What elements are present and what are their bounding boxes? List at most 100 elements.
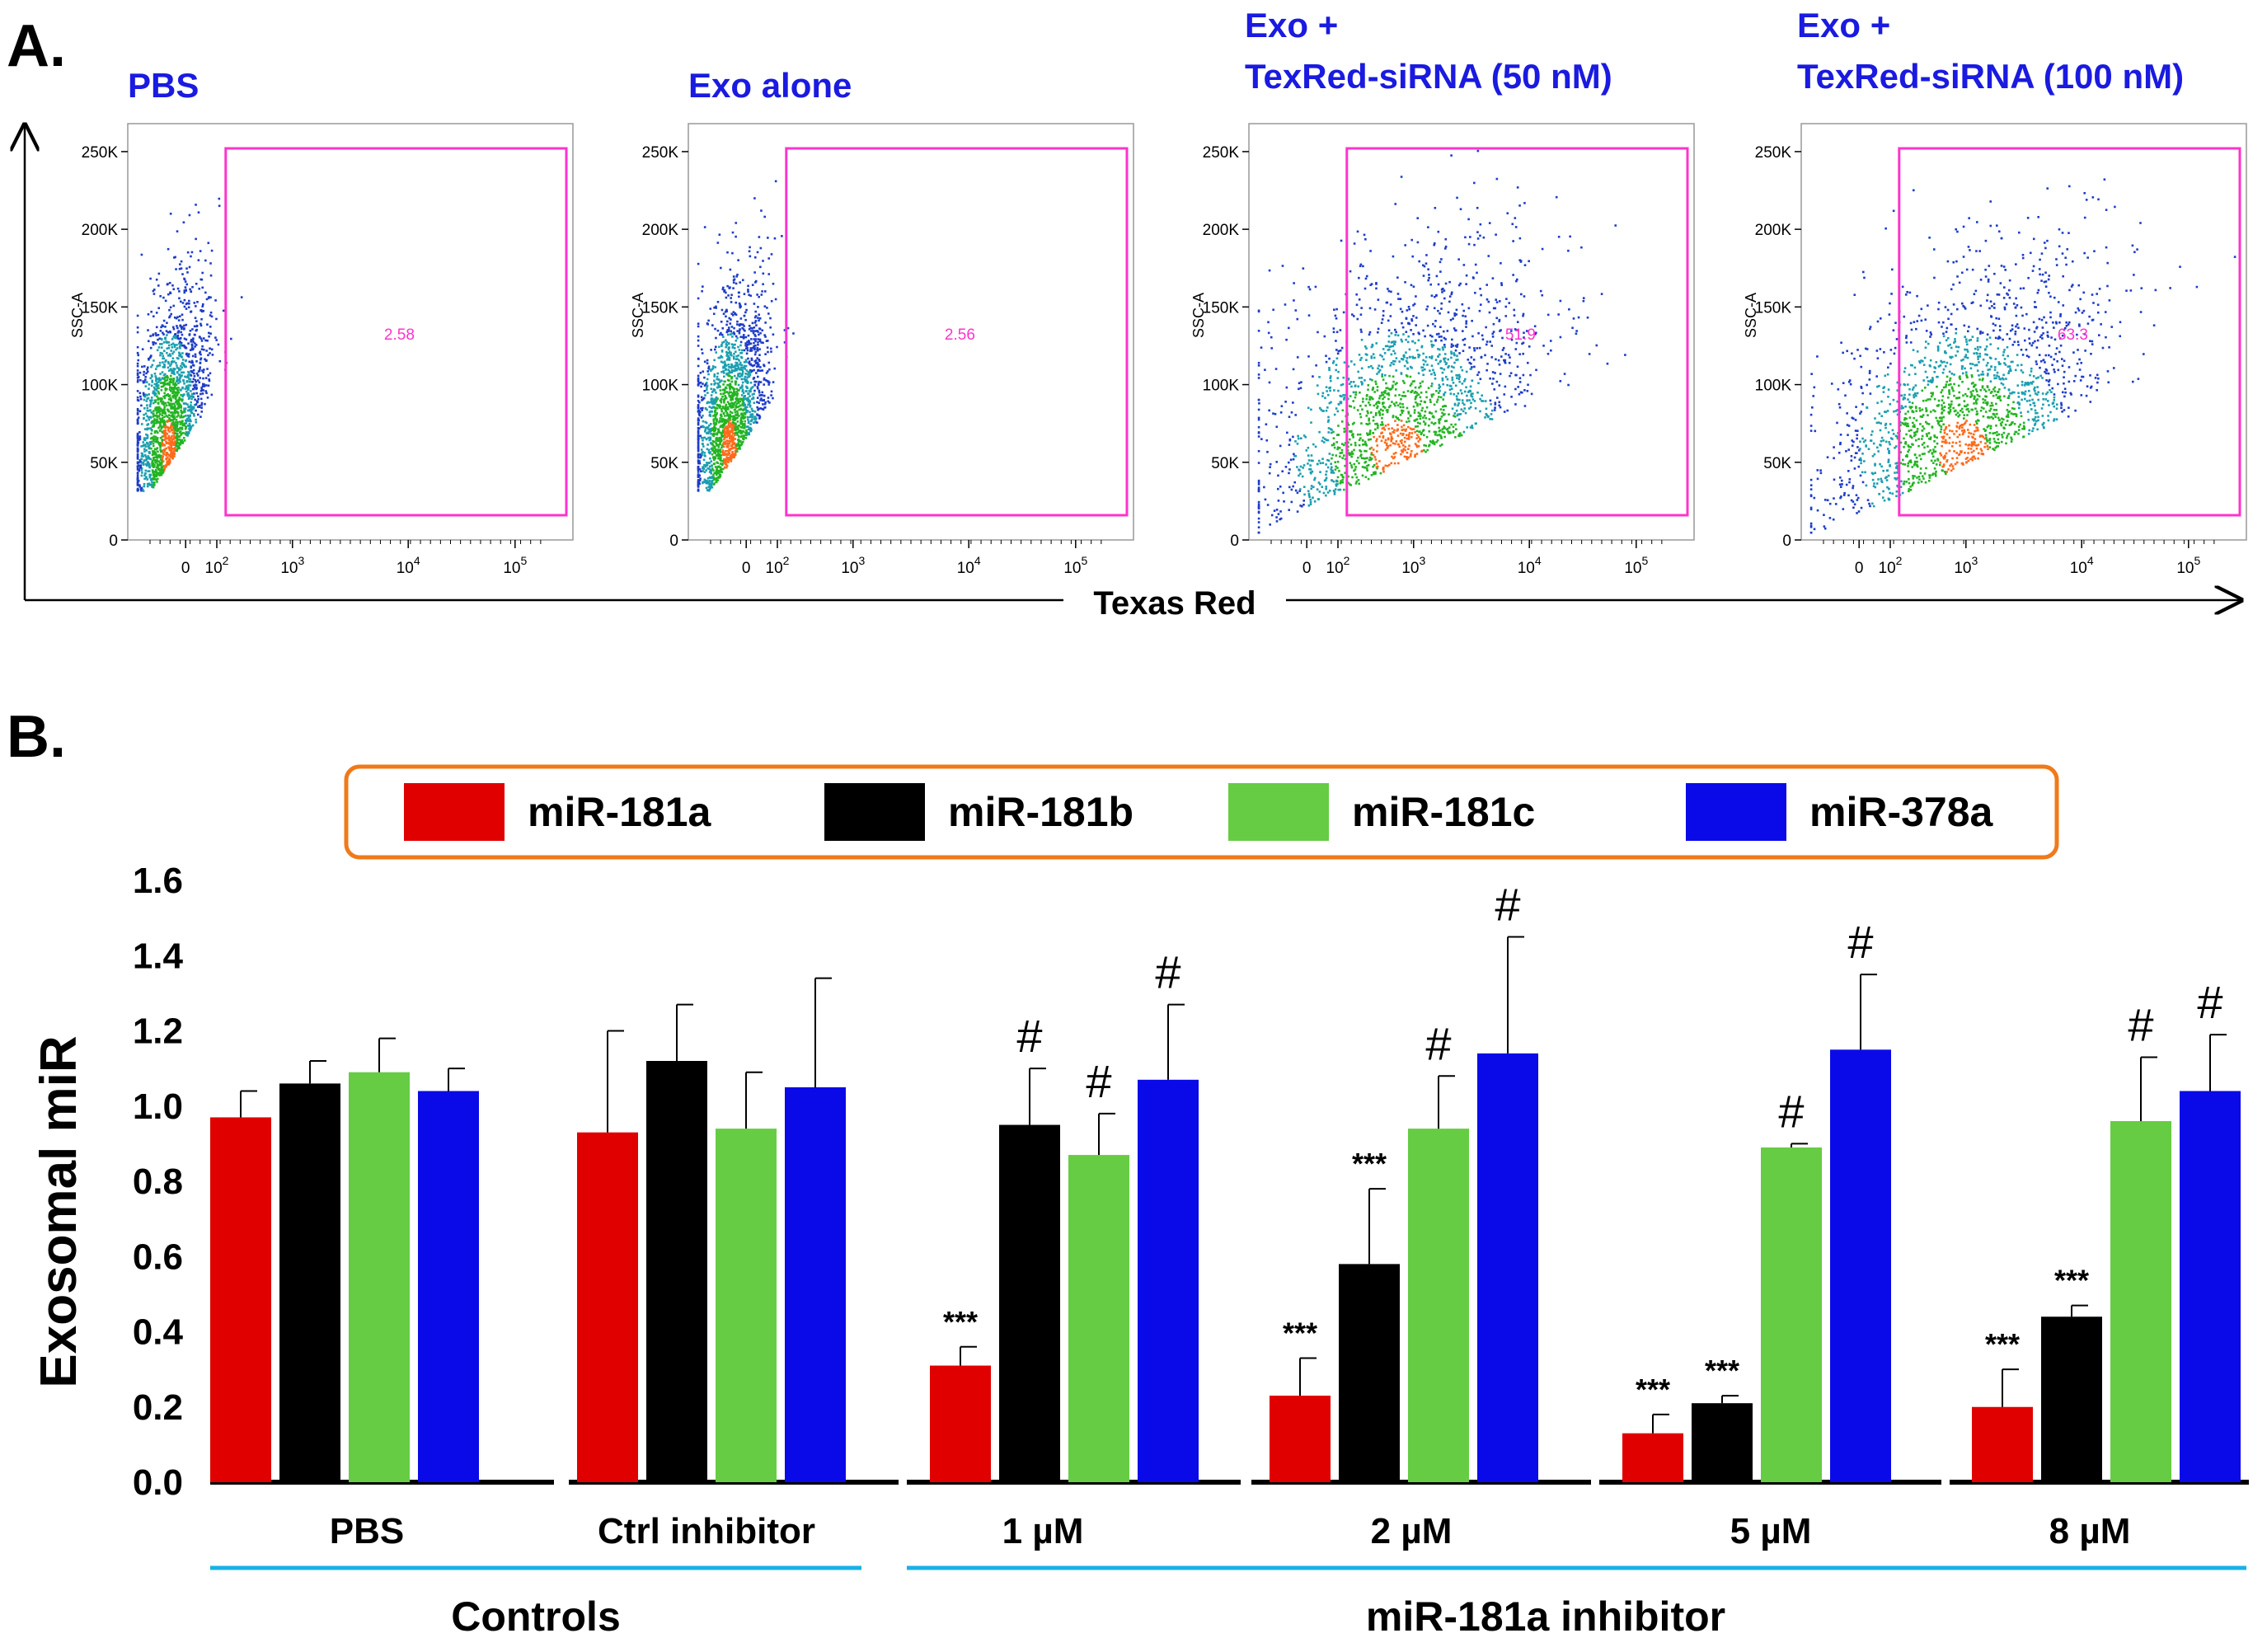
event-dot	[740, 349, 744, 352]
event-dot	[1313, 500, 1317, 503]
event-dot	[1320, 408, 1322, 411]
event-dot	[167, 247, 170, 251]
event-dot	[721, 418, 725, 420]
event-dot	[757, 369, 759, 372]
event-dot	[178, 345, 181, 348]
event-dot	[1469, 390, 1471, 392]
event-dot	[1407, 335, 1410, 338]
event-dot	[760, 293, 763, 296]
event-dot	[1471, 366, 1473, 368]
event-dot	[157, 421, 161, 424]
event-dot	[1441, 428, 1444, 430]
event-dot	[725, 354, 728, 357]
event-dot	[1432, 442, 1434, 445]
event-dot	[1317, 331, 1319, 334]
event-dot	[136, 484, 139, 486]
event-dot	[1414, 356, 1416, 359]
event-dot	[1365, 397, 1368, 401]
event-dot	[176, 433, 179, 435]
event-dot	[1370, 345, 1373, 349]
event-dot	[1458, 352, 1461, 354]
event-dot	[162, 341, 166, 344]
event-dot	[720, 401, 723, 404]
event-dot	[734, 438, 737, 440]
event-dot	[713, 425, 716, 427]
event-dot	[1298, 474, 1300, 477]
event-dot	[1408, 348, 1411, 351]
event-dot	[149, 277, 152, 280]
event-dot	[1485, 343, 1488, 346]
event-dot	[747, 334, 750, 337]
event-dot	[1292, 401, 1294, 404]
event-dot	[1471, 319, 1473, 322]
event-dot	[155, 383, 158, 386]
event-dot	[708, 489, 711, 492]
event-dot	[1368, 401, 1370, 404]
event-dot	[725, 397, 728, 400]
event-dot	[1354, 391, 1358, 394]
event-dot	[725, 315, 727, 318]
event-dot	[1504, 385, 1507, 388]
event-dot	[758, 295, 760, 298]
event-dot	[731, 394, 734, 397]
event-dot	[1301, 475, 1304, 478]
event-dot	[1515, 279, 1518, 283]
event-dot	[754, 320, 758, 322]
event-dot	[1410, 432, 1414, 434]
event-dot	[710, 400, 713, 403]
event-dot	[1439, 408, 1443, 411]
event-dot	[719, 389, 722, 392]
event-dot	[1389, 303, 1392, 306]
event-dot	[749, 370, 751, 373]
event-dot	[728, 370, 731, 373]
event-dot	[720, 446, 723, 449]
event-dot	[1443, 344, 1446, 346]
event-dot	[1401, 410, 1405, 412]
event-dot	[1321, 436, 1325, 439]
event-dot	[723, 360, 726, 364]
event-dot	[172, 402, 175, 406]
event-dot	[749, 411, 751, 414]
event-dot	[1392, 415, 1395, 419]
event-dot	[187, 425, 190, 428]
event-dot	[152, 333, 155, 336]
event-dot	[720, 459, 723, 462]
event-dot	[1325, 354, 1327, 358]
event-dot	[710, 369, 712, 372]
event-dot	[152, 477, 154, 480]
event-dot	[1405, 428, 1407, 431]
event-dot	[1476, 231, 1479, 233]
event-dot	[735, 394, 739, 397]
event-dot	[168, 281, 171, 284]
event-dot	[1328, 367, 1331, 369]
event-dot	[708, 479, 711, 482]
event-dot	[200, 404, 203, 406]
event-dot	[1430, 385, 1433, 387]
event-dot	[1446, 383, 1449, 387]
event-dot	[153, 382, 157, 386]
event-dot	[735, 432, 737, 434]
event-dot	[159, 294, 162, 298]
event-dot	[1384, 439, 1387, 442]
event-dot	[140, 469, 143, 472]
event-dot	[1498, 404, 1501, 407]
event-dot	[163, 350, 166, 352]
event-dot	[706, 378, 709, 381]
event-dot	[203, 385, 206, 387]
event-dot	[193, 415, 195, 417]
event-dot	[706, 467, 709, 470]
event-dot	[1376, 450, 1378, 453]
event-dot	[196, 406, 199, 408]
event-dot	[745, 369, 749, 372]
event-dot	[165, 432, 167, 435]
event-dot	[1309, 503, 1312, 506]
event-dot	[726, 429, 730, 432]
event-dot	[1377, 424, 1379, 427]
event-dot	[728, 386, 731, 389]
event-dot	[1257, 330, 1260, 332]
event-dot	[749, 406, 752, 408]
event-dot	[136, 458, 139, 460]
event-dot	[1356, 230, 1359, 233]
event-dot	[744, 420, 747, 423]
event-dot	[151, 450, 154, 453]
